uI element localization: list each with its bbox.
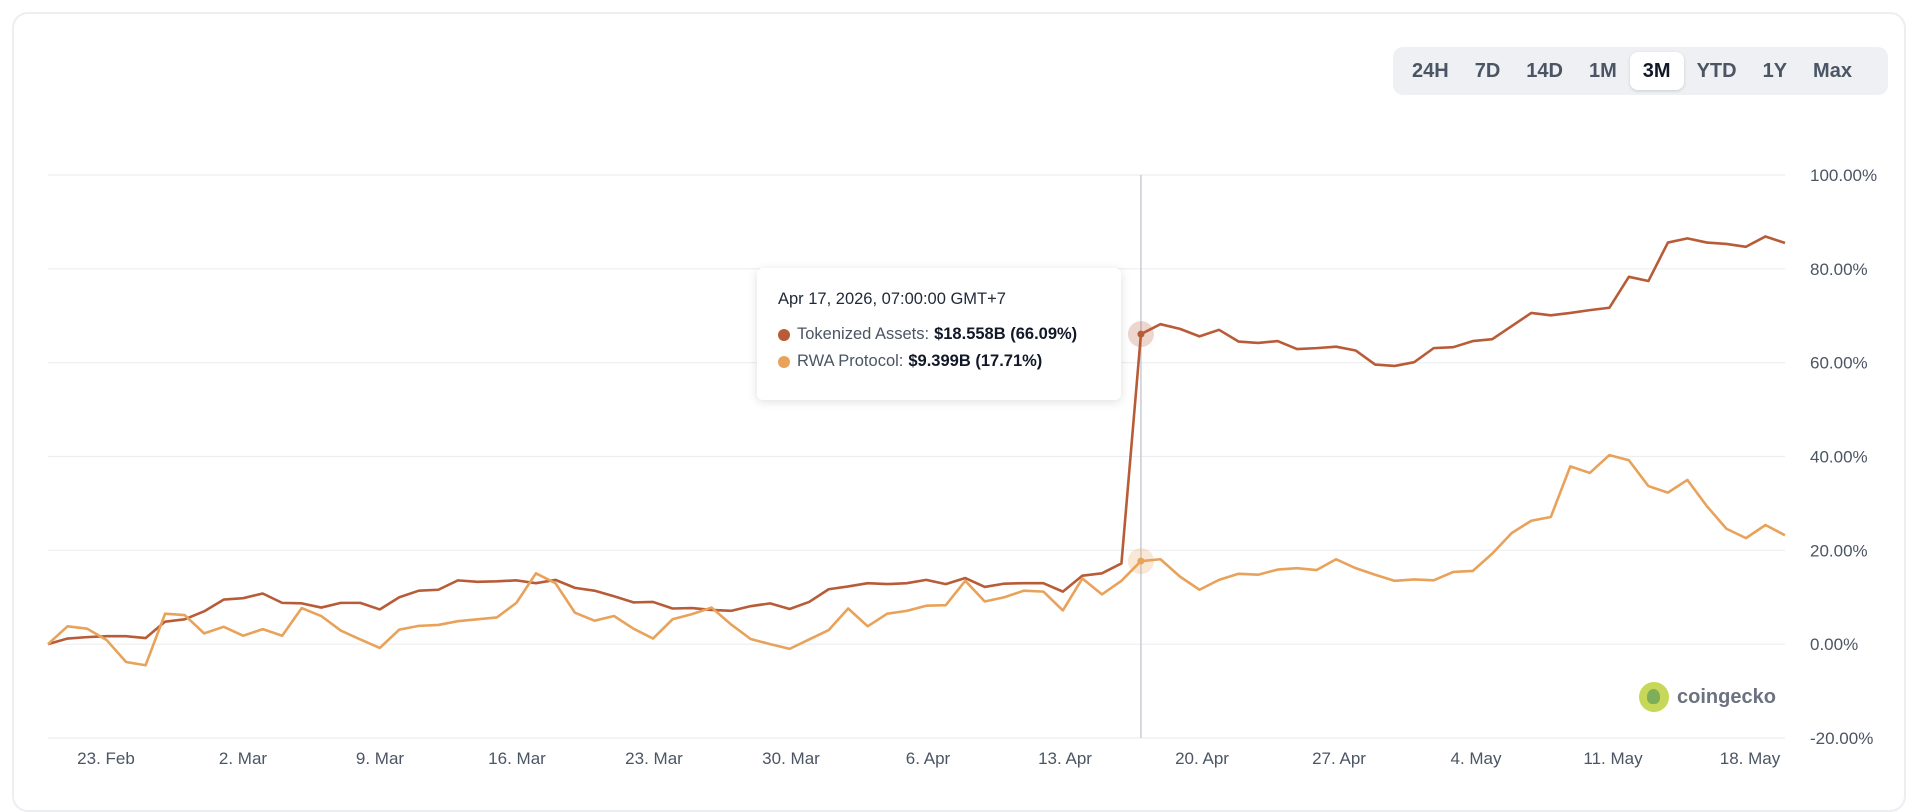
series-line-rwa-protocol bbox=[47, 453, 1786, 667]
y-tick-label: 20.00% bbox=[1810, 541, 1868, 560]
tooltip-value: $18.558B (66.09%) bbox=[934, 325, 1078, 343]
x-tick-label: 18. May bbox=[1720, 749, 1781, 768]
tooltip-date: Apr 17, 2026, 07:00:00 GMT+7 bbox=[778, 290, 1006, 308]
range-button-max[interactable]: Max bbox=[1813, 59, 1852, 82]
tooltip-row-tokenized-assets: Tokenized Assets: $18.558B (66.09%) bbox=[778, 325, 1121, 344]
x-tick-label: 13. Apr bbox=[1038, 749, 1092, 768]
hover-point bbox=[1137, 330, 1145, 338]
y-axis-labels: 100.00% 80.00% 60.00% 40.00% 20.00% 0.00% -20.… bbox=[1810, 166, 1877, 748]
y-tick-label: 40.00% bbox=[1810, 448, 1868, 467]
x-tick-label: 6. Apr bbox=[906, 749, 951, 768]
y-tick-label: 0.00% bbox=[1810, 635, 1858, 654]
tooltip-label: Tokenized Assets: bbox=[797, 325, 930, 343]
y-tick-label: 100.00% bbox=[1810, 166, 1877, 185]
watermark-text: coingecko bbox=[1677, 685, 1776, 708]
coingecko-watermark: coingecko bbox=[1639, 682, 1776, 712]
coingecko-logo-icon bbox=[1639, 682, 1669, 712]
range-button-ytd[interactable]: YTD bbox=[1696, 59, 1737, 82]
x-axis-labels: 23. Feb 2. Mar 9. Mar 16. Mar 23. Mar 30. Mar… bbox=[77, 749, 1781, 768]
tooltip-label: RWA Protocol: bbox=[797, 352, 904, 370]
hover-markers bbox=[1127, 321, 1154, 575]
x-tick-label: 27. Apr bbox=[1312, 749, 1366, 768]
tooltip-value: $9.399B (17.71%) bbox=[908, 352, 1043, 370]
tooltip: Apr 17, 2026, 07:00:00 GMT+7 Tokenized A… bbox=[757, 268, 1121, 400]
series-line-tokenized-assets bbox=[47, 235, 1786, 646]
x-tick-label: 2. Mar bbox=[219, 749, 268, 768]
time-range-selector: 24H 7D 14D 1M 3M YTD 1Y Max bbox=[1393, 47, 1888, 95]
x-tick-label: 23. Feb bbox=[77, 749, 135, 768]
range-button-3m[interactable]: 3M bbox=[1629, 52, 1684, 90]
chart-card bbox=[12, 12, 1906, 812]
x-tick-label: 30. Mar bbox=[762, 749, 820, 768]
range-button-1y[interactable]: 1Y bbox=[1762, 59, 1788, 82]
tokenized-assets-dot bbox=[778, 328, 790, 341]
x-tick-label: 16. Mar bbox=[488, 749, 546, 768]
x-tick-label: 23. Mar bbox=[625, 749, 683, 768]
tooltip-row-rwa-protocol: RWA Protocol: $9.399B (17.71%) bbox=[778, 352, 1121, 371]
y-tick-label: 60.00% bbox=[1810, 354, 1868, 373]
range-button-24h[interactable]: 24H bbox=[1412, 59, 1449, 82]
range-button-7d[interactable]: 7D bbox=[1474, 59, 1501, 82]
range-button-14d[interactable]: 14D bbox=[1526, 59, 1563, 82]
x-tick-label: 9. Mar bbox=[356, 749, 405, 768]
y-tick-label: -20.00% bbox=[1810, 729, 1873, 748]
x-tick-label: 11. May bbox=[1583, 749, 1643, 768]
rwa-protocol-dot bbox=[778, 355, 790, 368]
series-lines bbox=[47, 235, 1786, 667]
y-tick-label: 80.00% bbox=[1810, 260, 1868, 279]
x-tick-label: 4. May bbox=[1450, 749, 1502, 768]
grid-lines bbox=[48, 174, 1785, 739]
hover-point bbox=[1137, 557, 1145, 565]
range-button-1m[interactable]: 1M bbox=[1588, 59, 1617, 82]
x-tick-label: 20. Apr bbox=[1175, 749, 1229, 768]
